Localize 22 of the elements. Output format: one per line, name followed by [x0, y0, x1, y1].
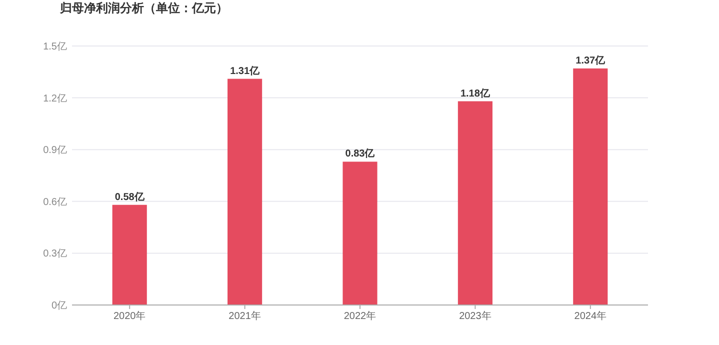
- y-tick-label: 0.3亿: [43, 248, 67, 260]
- y-tick-label: 0.6亿: [43, 196, 67, 208]
- x-tick-label: 2024年: [574, 310, 607, 322]
- bar: [228, 78, 262, 305]
- x-tick-label: 2020年: [113, 310, 146, 322]
- chart-title: 归母净利润分析（单位：亿元）: [59, 1, 228, 15]
- data-label: 1.18亿: [460, 87, 491, 100]
- y-tick-label: 1.5亿: [43, 42, 67, 52]
- x-tick-label: 2023年: [459, 310, 492, 322]
- data-label: 0.83亿: [345, 148, 376, 160]
- bar: [573, 68, 608, 305]
- bar: [342, 162, 378, 305]
- y-tick-label: 0亿: [51, 300, 67, 312]
- data-label: 1.37亿: [576, 54, 606, 66]
- y-tick-label: 1.2亿: [43, 93, 67, 104]
- bar: [458, 101, 492, 305]
- data-label: 0.58亿: [114, 190, 146, 203]
- x-tick-label: 2022年: [344, 310, 376, 322]
- data-label: 1.31亿: [230, 64, 261, 77]
- x-tick-label: 2021年: [228, 310, 261, 322]
- bar: [112, 204, 147, 305]
- y-tick-label: 0.9亿: [43, 145, 67, 156]
